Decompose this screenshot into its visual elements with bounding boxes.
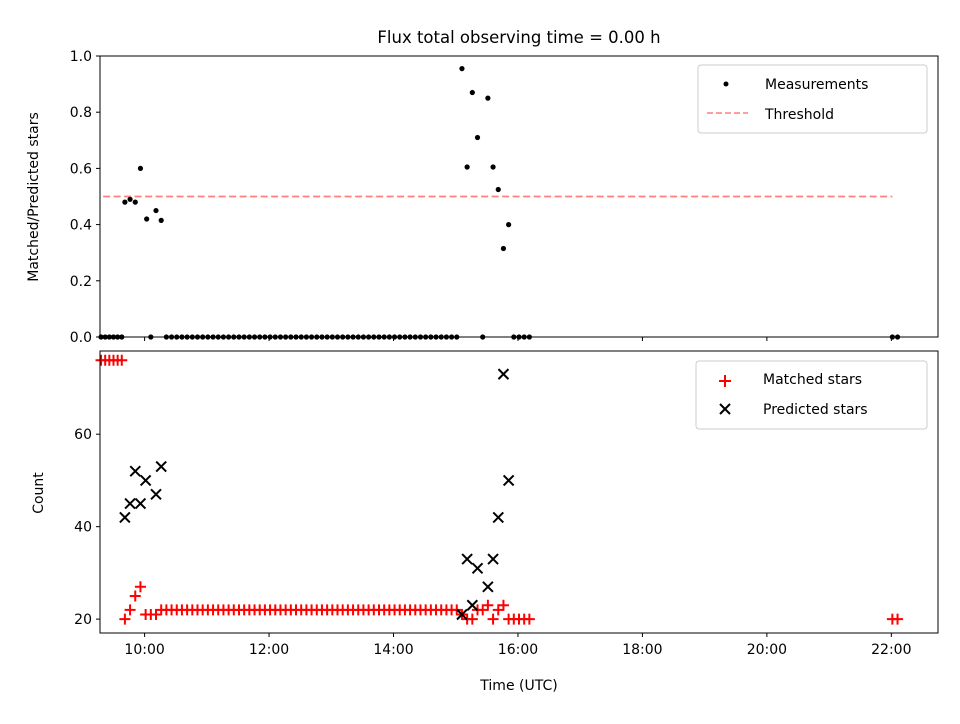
top-legend: Measurements Threshold (697, 64, 928, 134)
measurement-point (490, 164, 496, 170)
predicted-stars-point (150, 488, 162, 501)
predicted-stars-point (466, 599, 479, 611)
measurement-point (153, 207, 159, 214)
x-tick-label: 12:00 (249, 642, 289, 658)
predicted-stars-point (456, 608, 468, 621)
top-y-tick-label: 0.4 (70, 218, 92, 234)
measurement-point (464, 164, 470, 170)
matched-stars-point (892, 613, 904, 625)
x-tick-label: 22:00 (871, 642, 911, 658)
x-tick-label: 20:00 (747, 642, 787, 658)
predicted-stars-point (124, 497, 136, 510)
x-tick-label: 14:00 (373, 642, 413, 658)
bottom-axes-frame (99, 350, 939, 634)
bottom-panel: 20 40 60 10:00 12:00 14:00 16:00 18:00 20:00 22:… (31, 350, 939, 694)
x-tick-label: 18:00 (622, 642, 662, 658)
bottom-legend: Matched stars Predicted stars (695, 360, 928, 430)
matched-stars-point (466, 613, 478, 625)
predicted-stars-point (487, 553, 499, 565)
matched-stars-point (482, 599, 494, 611)
measurement-point (122, 199, 128, 205)
measurement-point (158, 217, 164, 223)
bottom-y-tick-label: 40 (74, 520, 92, 536)
predicted-stars-point (119, 511, 131, 524)
measurement-point (459, 66, 465, 72)
matched-stars-point (116, 354, 128, 366)
measurement-point (469, 89, 475, 96)
predicted-stars-point (502, 474, 515, 487)
predicted-stars-point (471, 562, 484, 574)
matched-stars-point (487, 613, 499, 625)
x-tick-label: 16:00 (498, 642, 538, 658)
top-panel: 0.0 0.2 0.4 0.6 0.8 1.0 Matched/Predicted sta… (26, 49, 939, 346)
measurement-point (495, 186, 501, 193)
measurement-point (474, 134, 481, 141)
predicted-stars-point (155, 460, 167, 473)
legend-label-matched-stars: Matched stars (763, 372, 862, 388)
top-y-tick-label: 1.0 (70, 49, 92, 65)
matched-stars-point (124, 604, 136, 616)
predicted-stars-point (497, 368, 510, 380)
legend-label-predicted-stars: Predicted stars (763, 402, 868, 418)
legend-label-measurements: Measurements (765, 77, 868, 93)
legend-label-threshold: Threshold (764, 107, 834, 123)
predicted-stars-point (492, 511, 504, 524)
x-tick-label: 10:00 (124, 642, 164, 658)
predicted-stars-point (129, 465, 141, 477)
matched-stars-point (119, 613, 131, 625)
top-axes-frame (99, 55, 939, 338)
bottom-y-tick-label: 60 (74, 427, 92, 443)
top-y-axis-label: Matched/Predicted stars (26, 112, 42, 282)
top-y-tick-label: 0.8 (70, 105, 92, 121)
legend-marker-matched-stars (719, 375, 731, 387)
measurement-point (132, 199, 138, 205)
matched-stars-point (129, 590, 141, 602)
predicted-stars-point (461, 553, 473, 565)
matched-stars-point (134, 581, 146, 593)
measurement-point (506, 222, 512, 228)
predicted-stars-point (482, 581, 494, 593)
chart-title: Flux total observing time = 0.00 h (377, 28, 660, 47)
measurement-point (144, 216, 150, 222)
top-y-tick-label: 0.0 (70, 330, 92, 346)
measurement-point (137, 165, 144, 171)
bottom-y-tick-label: 20 (74, 612, 92, 628)
measurement-point (485, 95, 491, 101)
x-axis-label: Time (UTC) (479, 678, 557, 694)
matched-stars-point (523, 613, 535, 625)
top-y-tick-label: 0.2 (70, 274, 92, 290)
predicted-stars-point (134, 497, 147, 510)
top-y-tick-label: 0.6 (70, 161, 92, 177)
measurement-point (127, 196, 133, 202)
bottom-y-axis-label: Count (31, 472, 47, 514)
matched-stars-point (497, 599, 509, 611)
predicted-stars-point (139, 474, 152, 487)
legend-marker-measurements (723, 81, 729, 87)
legend-marker-predicted-stars (719, 403, 731, 415)
measurement-point (500, 245, 507, 252)
